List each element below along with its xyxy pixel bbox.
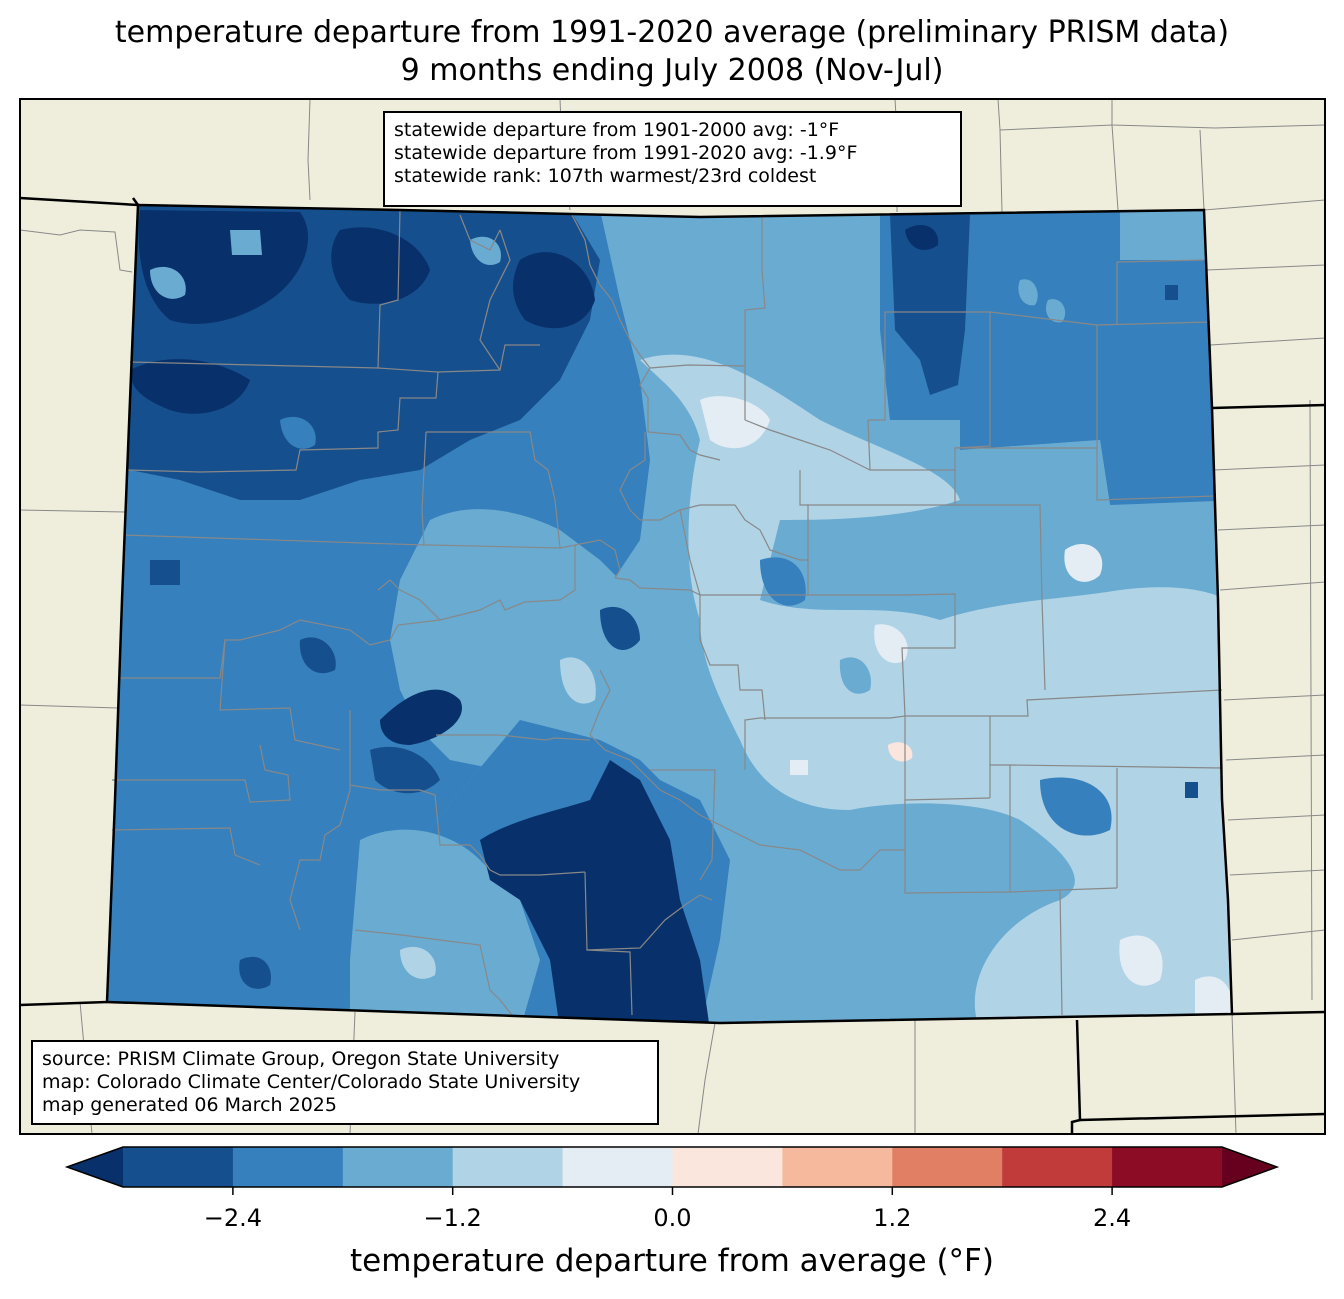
state-borders: [19, 196, 1326, 1134]
colorbar-tick-label: 2.4: [1093, 1204, 1132, 1232]
credits-map: map: Colorado Climate Center/Colorado St…: [42, 1071, 581, 1093]
colorbar-bin: [562, 1147, 673, 1187]
colorbar-bin: [1002, 1147, 1113, 1187]
colorbar-label: temperature departure from average (°F): [350, 1243, 994, 1279]
stats-departure-1901-2000: statewide departure from 1901-2000 avg: …: [394, 119, 840, 141]
colorbar-extend-high: [1222, 1147, 1277, 1187]
stats-departure-1991-2020: statewide departure from 1991-2020 avg: …: [394, 142, 858, 164]
colorbar-bin: [672, 1147, 783, 1187]
colorbar-tick-label: −2.4: [203, 1204, 263, 1232]
colorbar-bin: [1112, 1147, 1223, 1187]
colorbar-bin: [342, 1147, 454, 1187]
credits-generated-date: map generated 06 March 2025: [42, 1094, 337, 1116]
colorbar-tick-label: 1.2: [873, 1204, 912, 1232]
colorado-border: [105, 203, 1234, 1025]
colorbar-bin: [452, 1147, 564, 1187]
statewide-stats-box: statewide departure from 1901-2000 avg: …: [383, 111, 962, 207]
colorbar-bin: [232, 1147, 344, 1187]
credits-box: source: PRISM Climate Group, Oregon Stat…: [31, 1040, 659, 1125]
colorbar-tick-label: −1.2: [423, 1204, 482, 1232]
map-title: temperature departure from 1991-2020 ave…: [114, 15, 1230, 50]
colorbar-outline: [64, 1146, 1280, 1188]
stats-rank: statewide rank: 107th warmest/23rd colde…: [394, 165, 817, 187]
colorbar-extend-low: [67, 1147, 123, 1187]
county-lines: [111, 209, 1223, 1016]
neighbor-county-lines: [19, 98, 1326, 1135]
colorbar-tick-label: 0.0: [653, 1204, 692, 1232]
colorbar-bin: [782, 1147, 893, 1187]
credits-source: source: PRISM Climate Group, Oregon Stat…: [42, 1048, 560, 1070]
colorbar-bin: [892, 1147, 1003, 1187]
colorbar-bin: [123, 1147, 234, 1187]
map-subtitle: 9 months ending July 2008 (Nov-Jul): [400, 53, 944, 88]
